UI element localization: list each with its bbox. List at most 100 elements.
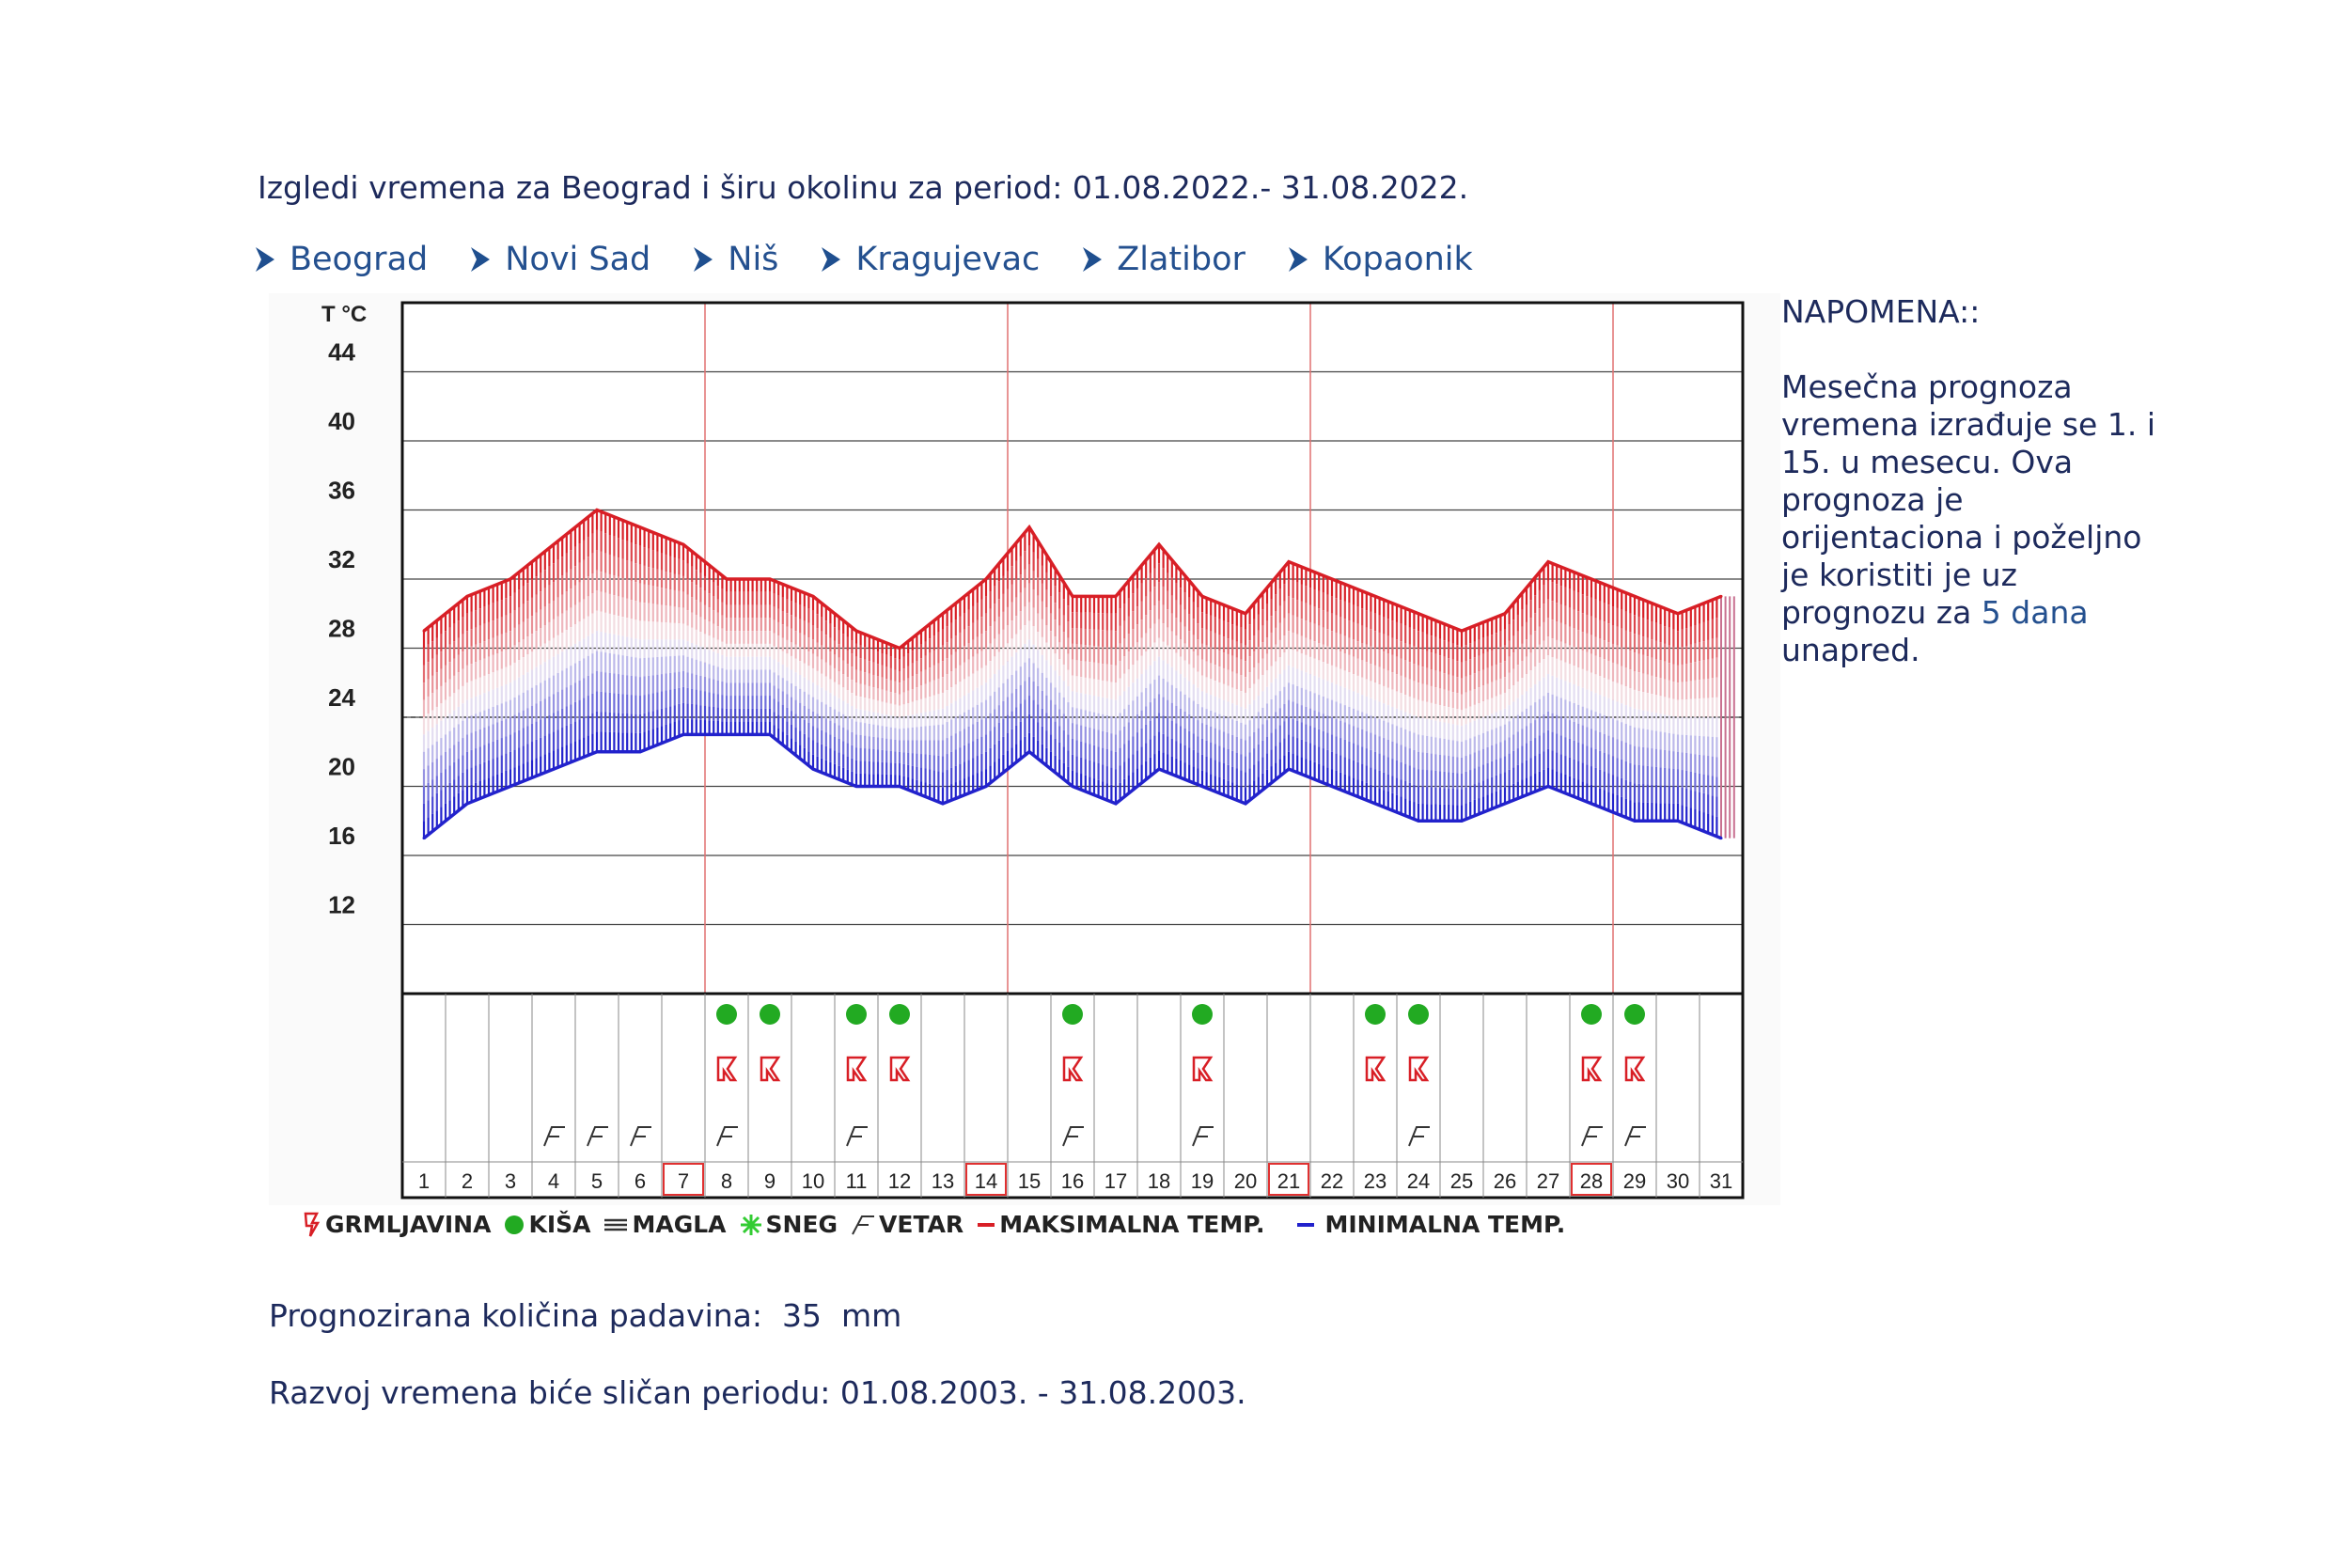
city-label: Beograd (290, 241, 429, 278)
min-temp-point (1027, 750, 1031, 754)
city-link-nis[interactable]: Niš (694, 241, 778, 278)
max-temp-point (638, 525, 642, 529)
max-temp-point (1330, 577, 1334, 581)
day-label: 21 (1277, 1169, 1300, 1193)
max-temp-point (1373, 594, 1377, 598)
thunder-icon (1408, 1056, 1430, 1082)
y-tick-label: 32 (328, 545, 355, 573)
city-link-kragujevac[interactable]: Kragujevac (822, 241, 1040, 278)
min-line-icon (1297, 1222, 1315, 1227)
thunder-icon (760, 1056, 781, 1082)
day-label: 26 (1494, 1169, 1516, 1193)
min-temp-point (595, 750, 599, 754)
wind-icon (1062, 1126, 1084, 1147)
max-temp-point (725, 577, 728, 581)
min-temp-point (1200, 785, 1204, 788)
max-temp-point (1287, 560, 1291, 564)
min-temp-point (1460, 819, 1464, 823)
min-temp-point (854, 785, 858, 788)
min-temp-point (941, 802, 945, 806)
max-temp-point (1071, 594, 1074, 598)
min-temp-point (768, 732, 772, 736)
city-label: Niš (728, 241, 779, 278)
note-text-main: Mesečna prognoza vremena izrađuje se 1. … (1781, 368, 2155, 631)
city-link-kopaonik[interactable]: Kopaonik (1288, 241, 1473, 278)
max-temp-point (854, 629, 858, 633)
min-temp-point (1546, 785, 1550, 788)
y-tick-label: 36 (328, 477, 355, 505)
y-tick-label: 20 (328, 753, 355, 781)
city-link-zlatibor[interactable]: Zlatibor (1083, 241, 1246, 278)
max-temp-point (1157, 542, 1161, 546)
day-label: 7 (678, 1169, 689, 1193)
legend-max-label: MAKSIMALNA TEMP. (999, 1211, 1265, 1238)
city-link-novi-sad[interactable]: Novi Sad (471, 241, 650, 278)
min-temp-point (465, 802, 469, 806)
arrow-icon (694, 247, 713, 272)
rain-icon (1192, 1004, 1213, 1025)
y-tick-label: 44 (328, 338, 355, 367)
sunday-box (663, 1163, 704, 1196)
min-temp-point (984, 785, 988, 788)
max-temp-point (1244, 612, 1247, 616)
legend-min: MINIMALNA TEMP. (1296, 1211, 1565, 1238)
note-text: Mesečna prognoza vremena izrađuje se 1. … (1781, 368, 2157, 669)
wind-icon (852, 1215, 875, 1234)
thunder-icon (1192, 1056, 1214, 1082)
max-temp-point (1027, 525, 1031, 529)
wind-icon (1408, 1126, 1430, 1147)
min-temp-point (1157, 767, 1161, 771)
max-temp-point (1460, 629, 1464, 633)
day-label: 20 (1234, 1169, 1257, 1193)
wind-icon (1192, 1126, 1214, 1147)
sunday-box (1268, 1163, 1309, 1196)
thunder-icon (846, 1056, 868, 1082)
max-temp-point (1546, 560, 1550, 564)
wind-icon (716, 1126, 738, 1147)
temperature-chart-area: 12 16 20 24 28 32 36 40 44 T °C 1 2 3 4 5 6 7 8 9 10 11 12 13 1… (269, 293, 1780, 1205)
max-temp-point (595, 509, 599, 511)
five-day-forecast-link[interactable]: 5 dana (1981, 594, 2089, 631)
day-label: 9 (764, 1169, 776, 1193)
thunder-icon (1581, 1056, 1603, 1082)
day-label: 13 (932, 1169, 954, 1193)
min-temp-point (1373, 802, 1377, 806)
min-temp-point (1114, 802, 1118, 806)
city-label: Zlatibor (1117, 241, 1246, 278)
sunday-box (965, 1163, 1007, 1196)
min-temp-point (1071, 785, 1074, 788)
similar-period: Razvoj vremena biće sličan periodu: 01.0… (269, 1374, 1246, 1411)
city-nav: Beograd Novi Sad Niš Kragujevac Zlatibor… (256, 241, 1516, 278)
day-label: 14 (975, 1169, 997, 1193)
day-label: 8 (721, 1169, 732, 1193)
day-label: 24 (1407, 1169, 1430, 1193)
rain-icon (1062, 1004, 1083, 1025)
max-temp-point (552, 542, 556, 546)
wind-icon (846, 1126, 868, 1147)
day-label: 27 (1537, 1169, 1559, 1193)
y-tick-label: 12 (328, 891, 355, 919)
min-temp-point (1719, 837, 1723, 840)
thunder-icon (1624, 1056, 1646, 1082)
max-temp-point (811, 594, 815, 598)
rain-icon (846, 1004, 867, 1025)
min-temp-point (509, 785, 512, 788)
legend-fog-label: MAGLA (632, 1211, 727, 1238)
y-tick-label: 16 (328, 822, 355, 850)
min-temp-point (1590, 802, 1593, 806)
temperature-band (422, 510, 1735, 839)
city-link-beograd[interactable]: Beograd (256, 241, 428, 278)
min-temp-point (725, 732, 728, 736)
wind-icon (1624, 1126, 1646, 1147)
chart-legend: GRMLJAVINA KIŠA MAGLA SNEG VETAR MAKSIMA… (303, 1211, 1578, 1238)
min-temp-point (1330, 785, 1334, 788)
max-temp-point (941, 612, 945, 616)
thunder-icon (1062, 1056, 1084, 1082)
min-temp-point (1244, 802, 1247, 806)
note-panel: NAPOMENA:: Mesečna prognoza vremena izra… (1781, 293, 2157, 669)
max-temp-point (1676, 612, 1680, 616)
day-label: 5 (591, 1169, 603, 1193)
max-temp-point (768, 577, 772, 581)
day-label: 23 (1364, 1169, 1386, 1193)
